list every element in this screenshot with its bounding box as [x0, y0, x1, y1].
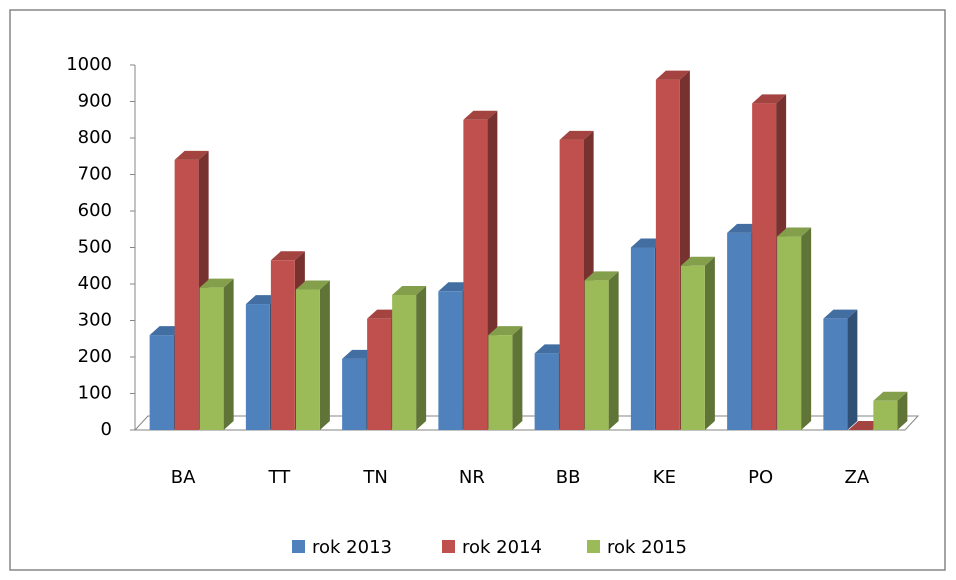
bar-top	[777, 227, 812, 237]
y-tick-label: 800	[78, 127, 112, 148]
x-tick-label: ZA	[845, 467, 870, 488]
bar-front	[295, 289, 320, 430]
bar-front	[488, 335, 513, 430]
bar-front	[752, 103, 777, 430]
bar	[823, 309, 858, 430]
bar-side	[608, 271, 619, 430]
bar-front	[367, 318, 392, 430]
bar-side	[704, 256, 715, 430]
bar-top	[873, 391, 908, 401]
bar-top	[270, 251, 305, 261]
bar-top	[752, 94, 787, 104]
bar-front	[463, 119, 488, 430]
bar-top	[680, 256, 715, 266]
bar-front	[174, 159, 199, 430]
x-tick-label: TN	[362, 467, 387, 488]
bar-front	[199, 287, 224, 430]
y-tick-label: 600	[78, 200, 112, 221]
bar-top	[584, 271, 619, 281]
bar	[199, 278, 234, 430]
legend-swatch	[292, 540, 305, 553]
bar-front	[559, 139, 584, 430]
bar	[873, 391, 908, 430]
y-tick-label: 300	[78, 310, 112, 331]
bar-front	[245, 304, 270, 430]
bar-front	[149, 335, 174, 430]
bar-front	[630, 247, 655, 430]
bar-top	[488, 326, 523, 336]
bar-front	[873, 400, 898, 430]
bar-top	[823, 309, 858, 319]
bar-front	[584, 280, 609, 430]
y-tick-label: 200	[78, 346, 112, 367]
bar-side	[512, 326, 523, 430]
bar-top	[559, 130, 594, 140]
bar-front	[392, 294, 417, 430]
y-tick-label: 100	[78, 383, 112, 404]
bar-side	[847, 309, 858, 430]
bar-front	[823, 318, 848, 430]
bar-top	[655, 70, 690, 80]
legend-label: rok 2015	[607, 537, 687, 558]
x-tick-label: TT	[268, 467, 292, 488]
legend-label: rok 2013	[312, 537, 392, 558]
bar-side	[223, 278, 234, 430]
y-tick-label: 400	[78, 273, 112, 294]
legend-swatch	[587, 540, 600, 553]
bar-side	[416, 285, 427, 430]
bar-side	[801, 227, 812, 430]
bar-top	[199, 278, 234, 288]
bar-side	[319, 280, 330, 430]
legend-label: rok 2014	[462, 537, 542, 558]
bar-top	[392, 285, 427, 295]
bar-top	[463, 110, 498, 120]
bar-front	[680, 265, 705, 430]
bar-top	[174, 150, 209, 160]
y-tick-label: 700	[78, 164, 112, 185]
y-tick-label: 500	[78, 237, 112, 258]
bar-front	[270, 260, 295, 430]
x-tick-label: BB	[556, 467, 581, 488]
bar	[777, 227, 812, 430]
bar-top	[295, 280, 330, 290]
x-tick-label: NR	[459, 467, 485, 488]
x-tick-label: PO	[748, 467, 773, 488]
bar-front	[534, 353, 559, 430]
bar-side	[897, 391, 908, 430]
bar-front	[438, 291, 463, 430]
bar	[488, 326, 523, 430]
bar	[392, 285, 427, 430]
bar-front	[777, 236, 802, 430]
bar	[295, 280, 330, 430]
bar-front	[655, 79, 680, 430]
y-tick-label: 0	[101, 419, 112, 440]
bar-front	[342, 358, 367, 430]
y-tick-label: 1000	[66, 54, 112, 75]
x-tick-label: BA	[171, 467, 196, 488]
x-tick-label: KE	[653, 467, 676, 488]
bar	[680, 256, 715, 430]
legend-swatch	[442, 540, 455, 553]
bar	[584, 271, 619, 430]
bar-front	[727, 232, 752, 430]
y-tick-label: 900	[78, 91, 112, 112]
